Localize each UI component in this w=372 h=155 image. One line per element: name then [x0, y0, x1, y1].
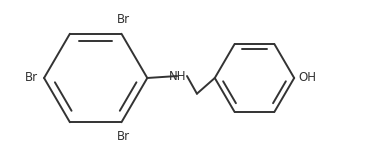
Text: Br: Br [117, 130, 130, 143]
Text: Br: Br [25, 71, 38, 84]
Text: OH: OH [298, 71, 316, 84]
Text: Br: Br [117, 13, 130, 26]
Text: NH: NH [169, 70, 187, 82]
